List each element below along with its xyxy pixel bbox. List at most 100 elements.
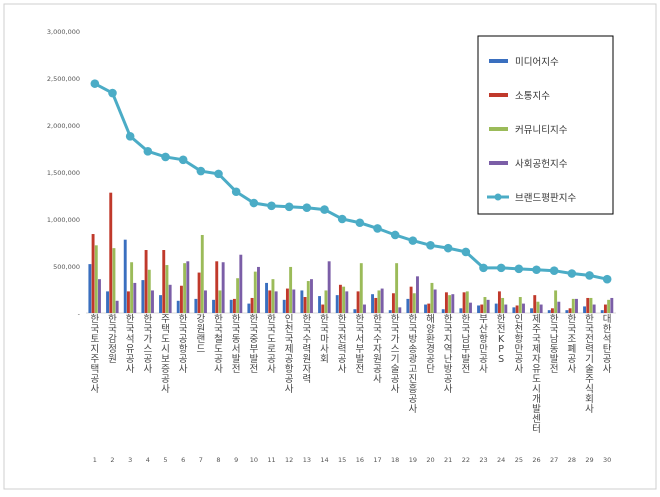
y-tick-label: 2,000,000 bbox=[47, 122, 80, 130]
brand-index-point bbox=[196, 166, 206, 176]
bar-4 bbox=[257, 266, 260, 313]
x-axis: 1 한 국 토 지 주 택 공 사 2 한 국 감 정 원 3 한 국 석 유 공 사 4 한 국 가 스 공 사 5 주 택 도 시 보 증 공 사 6 한… bbox=[90, 313, 611, 464]
bar-2 bbox=[268, 290, 272, 313]
y-tick-label: 2,500,000 bbox=[47, 75, 80, 83]
bar-1 bbox=[159, 295, 162, 313]
bar-4 bbox=[451, 294, 455, 313]
x-tick-label: 5 bbox=[163, 456, 167, 464]
bar-1 bbox=[406, 298, 410, 313]
bar-2 bbox=[356, 291, 360, 313]
bar-2 bbox=[250, 297, 254, 313]
bar-2 bbox=[586, 297, 590, 313]
bar-1 bbox=[494, 303, 498, 313]
brand-index-point bbox=[373, 224, 382, 233]
x-tick-label: 18 bbox=[391, 456, 399, 464]
bar-2 bbox=[603, 304, 607, 313]
bar-2 bbox=[444, 292, 448, 313]
bar-3 bbox=[377, 290, 381, 313]
bar-2 bbox=[533, 295, 537, 313]
bar-1 bbox=[424, 304, 427, 313]
bar-4 bbox=[168, 284, 172, 313]
bar-2 bbox=[550, 308, 554, 313]
bar-4 bbox=[557, 301, 561, 313]
bar-4 bbox=[504, 304, 508, 313]
x-tick-label: 30 bbox=[603, 456, 611, 464]
legend-label: 사회공헌지수 bbox=[515, 159, 568, 170]
bar-1 bbox=[247, 303, 251, 313]
bar-4 bbox=[133, 282, 137, 313]
bar-1 bbox=[565, 310, 569, 313]
bar-2 bbox=[179, 285, 183, 313]
brand-index-point bbox=[426, 241, 435, 250]
brand-index-point bbox=[178, 155, 188, 165]
x-tick-label: 19 bbox=[409, 456, 417, 464]
brand-index-point bbox=[567, 269, 577, 278]
bar-4 bbox=[151, 290, 154, 313]
bar-1 bbox=[335, 295, 339, 313]
x-tick-label: 10 bbox=[250, 456, 258, 464]
bar-2 bbox=[109, 192, 113, 313]
y-tick-label: 1,500,000 bbox=[47, 169, 80, 177]
brand-index-point bbox=[514, 264, 524, 274]
bar-3 bbox=[607, 299, 611, 313]
bar-1 bbox=[300, 290, 304, 313]
x-tick-label: 15 bbox=[338, 456, 346, 464]
bar-1 bbox=[194, 298, 198, 313]
bar-1 bbox=[212, 299, 215, 313]
bar-1 bbox=[282, 299, 286, 313]
bar-2 bbox=[497, 291, 501, 313]
bar-4 bbox=[398, 307, 402, 313]
bar-2 bbox=[126, 291, 130, 313]
brand-index-point bbox=[231, 187, 241, 197]
bar-2 bbox=[91, 234, 95, 313]
brand-index-point bbox=[461, 247, 471, 257]
legend-swatch bbox=[489, 59, 508, 63]
bar-3 bbox=[589, 297, 593, 313]
x-tick-label: 17 bbox=[373, 456, 381, 464]
bar-4 bbox=[486, 299, 490, 313]
bar-3 bbox=[412, 293, 416, 313]
bar-1 bbox=[512, 307, 516, 313]
bar-3 bbox=[501, 297, 505, 313]
bar-2 bbox=[568, 308, 572, 313]
x-tick-label: 12 bbox=[285, 456, 293, 464]
x-tick-label: 4 bbox=[146, 456, 150, 464]
brand-index-point bbox=[90, 79, 100, 88]
bar-3 bbox=[430, 282, 434, 313]
bar-1 bbox=[477, 305, 480, 313]
bar-series-group bbox=[88, 192, 614, 313]
bar-4 bbox=[522, 303, 525, 313]
x-tick-label: 6 bbox=[181, 456, 185, 464]
bar-4 bbox=[575, 298, 578, 313]
brand-index-point bbox=[108, 88, 117, 98]
brand-index-point bbox=[549, 266, 559, 276]
y-tick-label: - bbox=[78, 310, 81, 318]
bar-3 bbox=[165, 265, 169, 313]
bar-3 bbox=[483, 297, 487, 313]
bar-4 bbox=[239, 254, 243, 313]
bar-3 bbox=[147, 269, 151, 313]
x-tick-label: 21 bbox=[444, 456, 452, 464]
bar-4 bbox=[610, 297, 614, 313]
bar-1 bbox=[265, 282, 268, 313]
brand-index-point bbox=[249, 198, 259, 208]
bar-1 bbox=[459, 308, 463, 313]
bar-3 bbox=[536, 301, 540, 313]
x-tick-label: 9 bbox=[234, 456, 238, 464]
bar-2 bbox=[285, 288, 289, 313]
